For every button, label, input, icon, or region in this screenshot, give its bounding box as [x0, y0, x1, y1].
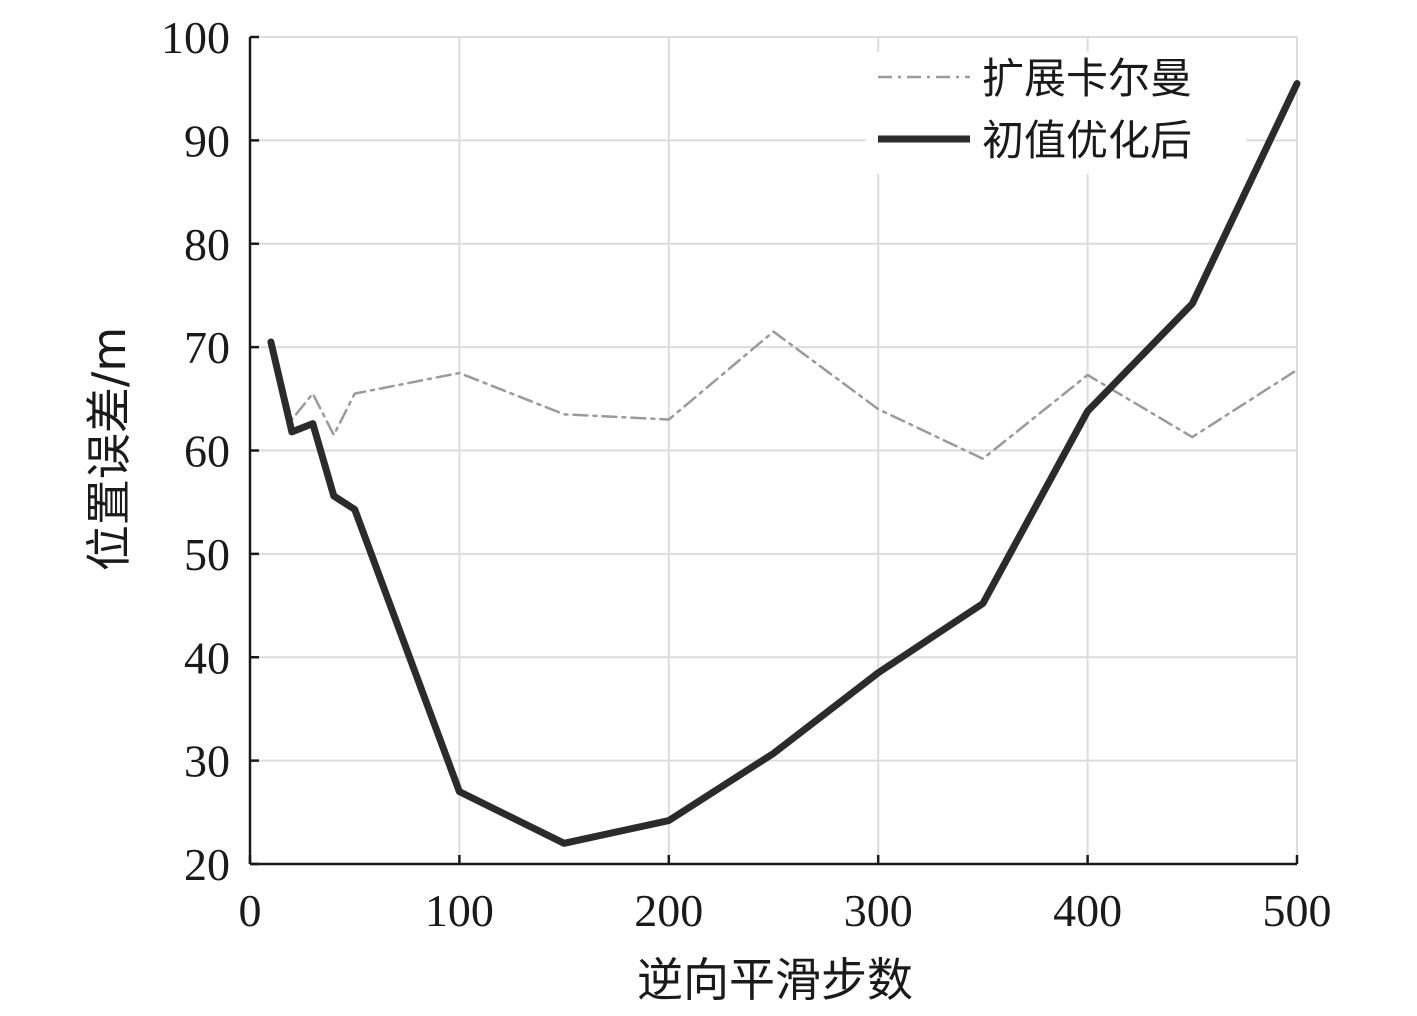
- x-tick-label: 100: [425, 885, 494, 936]
- y-tick-label: 40: [184, 632, 230, 683]
- y-tick-label: 80: [184, 219, 230, 270]
- y-tick-label: 70: [184, 322, 230, 373]
- legend-label-optimized: 初值优化后: [982, 116, 1192, 165]
- x-tick-label: 500: [1263, 885, 1332, 936]
- series-line-ekf: [269, 330, 1299, 461]
- grid: [250, 36, 1298, 864]
- legend-box: [866, 52, 1246, 174]
- x-tick-label: 200: [634, 885, 703, 936]
- x-tick-label: 400: [1053, 885, 1122, 936]
- tick-labels: 0 100 200 300 400 500 20 30 40 50 60 70 80 90 100: [161, 12, 1332, 936]
- y-tick-label: 50: [184, 529, 230, 580]
- x-tick-label: 300: [844, 885, 913, 936]
- series-line-optimized: [267, 80, 1301, 847]
- axes: [248, 35, 1299, 866]
- y-tick-label: 20: [184, 839, 230, 890]
- y-tick-label: 60: [184, 426, 230, 477]
- series-lines: [267, 80, 1301, 847]
- y-tick-label: 30: [184, 736, 230, 787]
- x-axis-title: 逆向平滑步数: [637, 953, 913, 1007]
- legend: 扩展卡尔曼 初值优化后: [866, 52, 1246, 174]
- y-axis-title: 位置误差/m: [82, 327, 136, 571]
- x-tick-label: 0: [239, 885, 262, 936]
- y-tick-label: 100: [161, 12, 230, 63]
- y-tick-label: 90: [184, 115, 230, 166]
- legend-label-ekf: 扩展卡尔曼: [982, 54, 1192, 103]
